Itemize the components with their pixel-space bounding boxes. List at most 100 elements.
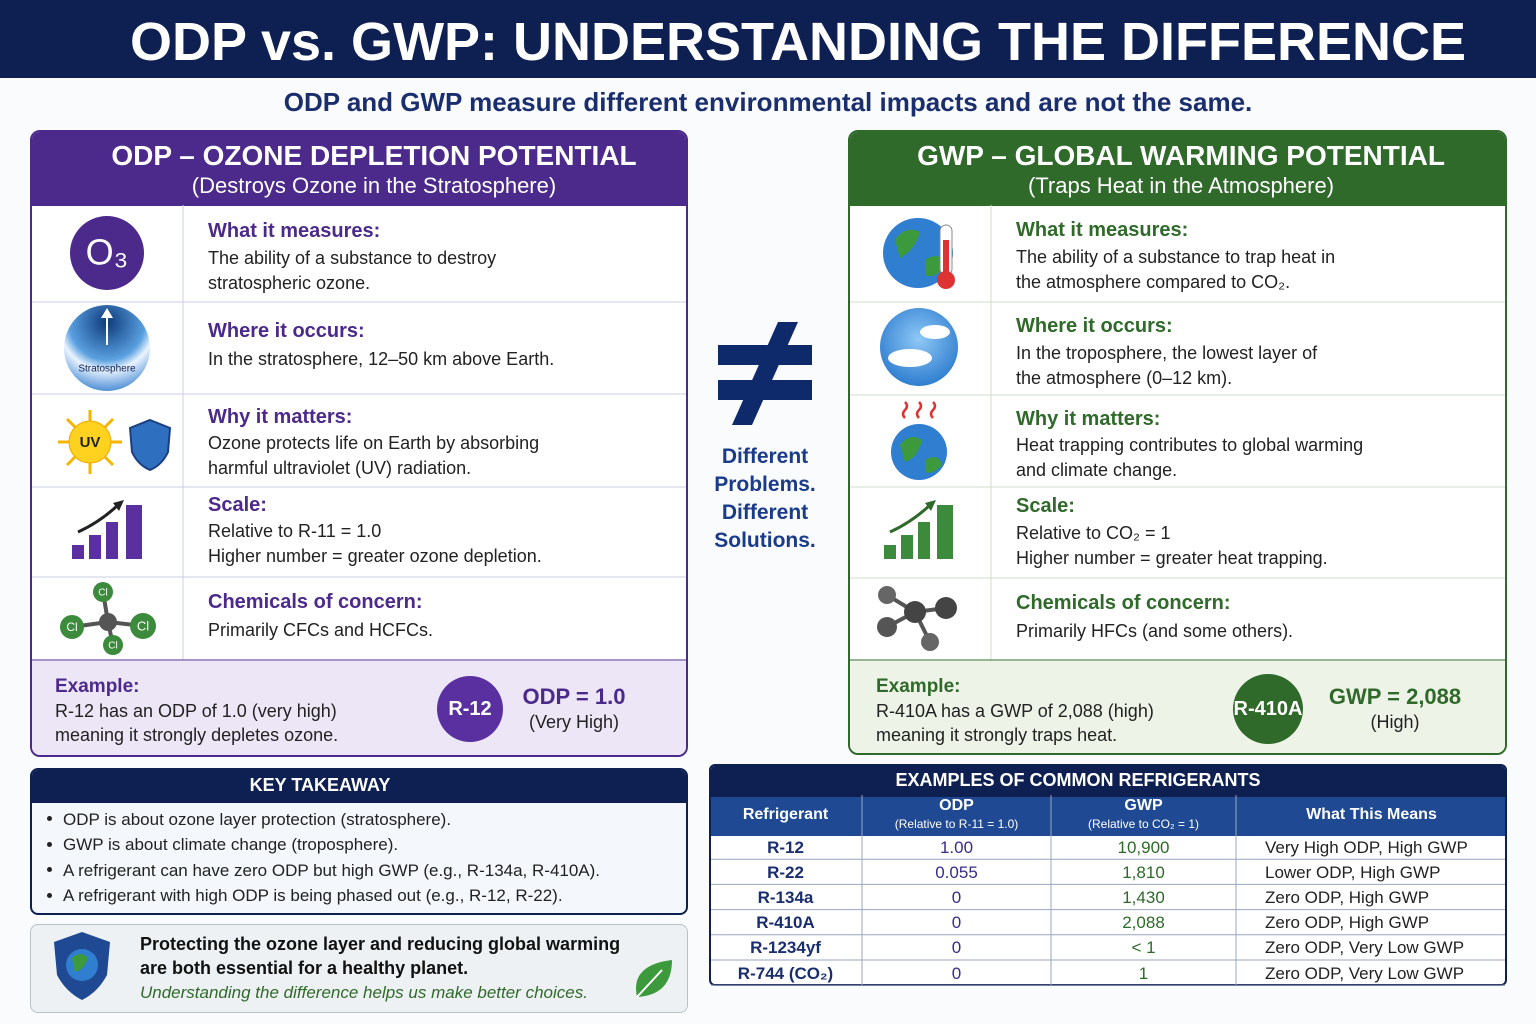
note-box [30,924,688,1013]
stratosphere-icon: Stratosphere [64,305,150,391]
leaf-icon [636,960,672,998]
odp-panel [30,130,688,757]
table-cell: R-410A [756,913,815,933]
odp-badge [437,676,503,742]
header-bar [0,0,1536,78]
example-value: ODP = 1.0 [522,684,626,709]
takeaway-item: ODP is about ozone layer protection (str… [63,809,452,829]
table-cell: 1,810 [1122,862,1165,882]
table-cell: Lower ODP, High GWP [1265,862,1441,882]
row-heading: Chemicals of concern: [1016,592,1231,614]
atom-label: Cl [137,618,149,633]
bullet [47,892,52,898]
atom-label: Cl [66,620,77,634]
row-heading: Scale: [208,494,267,516]
gwp-example-bg [850,661,1505,753]
row-text: Ozone protects life on Earth by absorbin… [208,433,540,453]
row-text: The ability of a substance to trap heat … [1016,247,1336,267]
bar-chart-icon [72,500,142,559]
middle-text: Problems. [714,472,816,496]
table-cell: 10,900 [1117,837,1170,857]
example-value: GWP = 2,088 [1328,684,1462,709]
gwp-header [850,132,1505,206]
table-cell: 1.00 [939,837,974,857]
example-label: Example: [876,675,961,697]
row-text: In the stratosphere, 12–50 km above Eart… [208,349,555,369]
row-heading: What it measures: [1016,219,1189,241]
takeaway-title: KEY TAKEAWAY [249,775,391,795]
table-cell: R-12 [767,837,804,857]
row-text: the atmosphere compared to CO₂. [1016,272,1291,292]
sky-icon [880,308,958,386]
badge-label: R-410A [1233,698,1303,720]
gwp-panel [848,130,1507,755]
row-text: The ability of a substance to destroy [208,248,497,268]
atom-label: Cl [108,641,117,652]
earth-thermometer-icon [883,218,955,289]
panel-subtitle: (Destroys Ozone in the Stratosphere) [191,173,557,198]
table-cell: 0.055 [935,862,978,882]
odp-example-bg [32,661,686,755]
ozone-icon: O₃ [70,216,144,290]
table-header-note: (Relative to R-11 = 1.0) [894,817,1019,831]
bullet [47,841,52,847]
table-title: EXAMPLES OF COMMON REFRIGERANTS [895,770,1261,790]
bullet [47,816,52,821]
example-text: R-410A has a GWP of 2,088 (high) [876,701,1154,721]
row-text: harmful ultraviolet (UV) radiation. [208,458,472,478]
shield-icon [54,932,110,1000]
atom-label: Cl [98,588,107,599]
odp-header [32,132,686,206]
panel-title: GWP – GLOBAL WARMING POTENTIAL [917,140,1445,171]
table-cell: R-744 (CO₂) [737,963,834,983]
middle-text: Different [721,500,809,524]
row-text: Relative to R-11 = 1.0 [208,521,382,541]
table-cell: 2,088 [1122,913,1165,933]
takeaway-item: GWP is about climate change (troposphere… [63,835,399,854]
takeaway-item: A refrigerant with high ODP is being pha… [63,886,563,905]
takeaway-box [30,768,688,915]
not-equal-sign [718,322,812,425]
example-text: meaning it strongly traps heat. [876,725,1118,745]
row-text: stratospheric ozone. [208,273,371,293]
table-header-row [711,797,1505,836]
table-cell: 0 [951,963,962,983]
example-rating: (Very High) [528,712,620,732]
table-cell: Very High ODP, High GWP [1265,837,1468,857]
row-heading: Where it occurs: [208,320,365,342]
table-box [709,764,1507,986]
table-cell: < 1 [1131,938,1156,958]
row-text: Higher number = greater ozone depletion. [208,546,542,566]
row-text: In the troposphere, the lowest layer of [1016,343,1318,363]
panel-subtitle: (Traps Heat in the Atmosphere) [1027,173,1335,198]
row-heading: Where it occurs: [1016,315,1173,337]
table-cell: Zero ODP, Very Low GWP [1265,963,1465,983]
table-cell: 0 [951,938,962,958]
row-text: Relative to CO₂ = 1 [1016,523,1171,543]
row-heading: Scale: [1016,495,1075,517]
table-title-bar [711,766,1505,797]
gwp-molecule-icon [877,586,957,651]
gwp-badge [1233,674,1303,744]
row-text: Higher number = greater heat trapping. [1016,548,1328,568]
middle-text: Different [721,444,809,468]
ozone-label: O₃ [86,232,129,273]
takeaway-header [32,770,686,803]
table-cell: 0 [951,913,962,933]
middle-text: Solutions. [714,528,816,552]
bullet [47,867,52,872]
table-header-note: (Relative to CO₂ = 1) [1087,817,1200,831]
note-tagline: Understanding the difference helps us ma… [140,982,588,1002]
table-cell: 0 [951,887,962,907]
example-text: meaning it strongly depletes ozone. [55,725,339,745]
page-title: ODP vs. GWP: UNDERSTANDING THE DIFFERENC… [129,12,1467,72]
table-cell: Zero ODP, Very Low GWP [1265,938,1465,958]
note-text: Protecting the ozone layer and reducing … [140,934,621,954]
uv-label: UV [80,434,101,451]
uv-icon: UV [58,410,172,474]
table-header: Refrigerant [742,806,829,823]
table-header: What This Means [1306,806,1437,823]
gwp-divider-lines [850,205,1505,661]
